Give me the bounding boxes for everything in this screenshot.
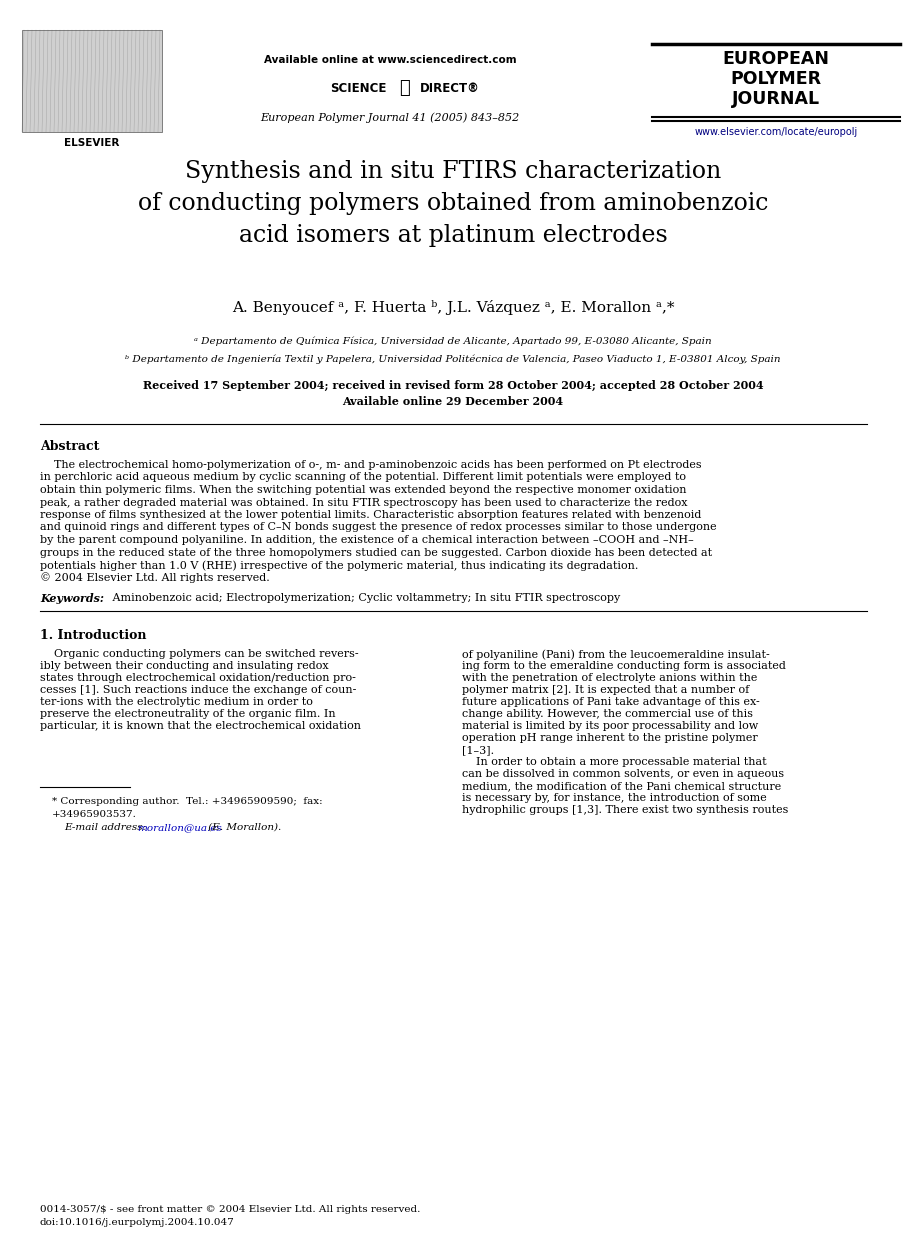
Text: POLYMER: POLYMER: [730, 71, 822, 88]
Text: ⓓ: ⓓ: [400, 79, 410, 97]
Text: ing form to the emeraldine conducting form is associated: ing form to the emeraldine conducting fo…: [462, 661, 785, 671]
Text: potentials higher than 1.0 V (RHE) irrespective of the polymeric material, thus : potentials higher than 1.0 V (RHE) irres…: [40, 560, 639, 571]
Text: medium, the modification of the Pani chemical structure: medium, the modification of the Pani che…: [462, 781, 781, 791]
Text: SCIENCE: SCIENCE: [330, 82, 386, 95]
Text: by the parent compound polyaniline. In addition, the existence of a chemical int: by the parent compound polyaniline. In a…: [40, 535, 694, 545]
Text: of polyaniline (Pani) from the leucoemeraldine insulat-: of polyaniline (Pani) from the leucoemer…: [462, 649, 770, 660]
Text: with the penetration of electrolyte anions within the: with the penetration of electrolyte anio…: [462, 673, 757, 683]
Text: can be dissolved in common solvents, or even in aqueous: can be dissolved in common solvents, or …: [462, 769, 785, 779]
Text: groups in the reduced state of the three homopolymers studied can be suggested. : groups in the reduced state of the three…: [40, 547, 712, 557]
Text: particular, it is known that the electrochemical oxidation: particular, it is known that the electro…: [40, 721, 361, 730]
Text: 1. Introduction: 1. Introduction: [40, 629, 147, 643]
Text: www.elsevier.com/locate/europolj: www.elsevier.com/locate/europolj: [695, 128, 858, 137]
Text: * Corresponding author.  Tel.: +34965909590;  fax:: * Corresponding author. Tel.: +349659095…: [52, 797, 323, 806]
Text: ᵇ Departamento de Ingeniería Textil y Papelera, Universidad Politécnica de Valen: ᵇ Departamento de Ingeniería Textil y Pa…: [125, 354, 781, 364]
Text: The electrochemical homo-polymerization of o-, m- and p-aminobenzoic acids has b: The electrochemical homo-polymerization …: [40, 461, 702, 470]
Text: [1–3].: [1–3].: [462, 745, 494, 755]
Text: morallon@ua.es: morallon@ua.es: [137, 823, 221, 832]
Text: In order to obtain a more processable material that: In order to obtain a more processable ma…: [462, 756, 766, 768]
Text: ter-ions with the electrolytic medium in order to: ter-ions with the electrolytic medium in…: [40, 697, 313, 707]
Text: obtain thin polymeric films. When the switching potential was extended beyond th: obtain thin polymeric films. When the sw…: [40, 485, 687, 495]
Text: cesses [1]. Such reactions induce the exchange of coun-: cesses [1]. Such reactions induce the ex…: [40, 685, 356, 695]
Text: is necessary by, for instance, the introduction of some: is necessary by, for instance, the intro…: [462, 794, 766, 803]
Text: ibly between their conducting and insulating redox: ibly between their conducting and insula…: [40, 661, 328, 671]
Text: response of films synthesized at the lower potential limits. Characteristic abso: response of films synthesized at the low…: [40, 510, 701, 520]
Text: polymer matrix [2]. It is expected that a number of: polymer matrix [2]. It is expected that …: [462, 685, 749, 695]
Text: European Polymer Journal 41 (2005) 843–852: European Polymer Journal 41 (2005) 843–8…: [260, 111, 520, 123]
Text: Received 17 September 2004; received in revised form 28 October 2004; accepted 2: Received 17 September 2004; received in …: [142, 380, 764, 391]
Text: Available online 29 December 2004: Available online 29 December 2004: [343, 396, 563, 407]
Text: © 2004 Elsevier Ltd. All rights reserved.: © 2004 Elsevier Ltd. All rights reserved…: [40, 572, 269, 583]
Text: Synthesis and in situ FTIRS characterization
of conducting polymers obtained fro: Synthesis and in situ FTIRS characteriza…: [138, 160, 768, 248]
Bar: [22, 30, 162, 132]
Text: +34965903537.: +34965903537.: [52, 810, 137, 820]
Text: in perchloric acid aqueous medium by cyclic scanning of the potential. Different: in perchloric acid aqueous medium by cyc…: [40, 473, 686, 483]
Text: (E. Morallon).: (E. Morallon).: [205, 823, 281, 832]
Text: Aminobenzoic acid; Electropolymerization; Cyclic voltammetry; In situ FTIR spect: Aminobenzoic acid; Electropolymerization…: [109, 593, 620, 603]
Text: change ability. However, the commercial use of this: change ability. However, the commercial …: [462, 709, 753, 719]
Text: JOURNAL: JOURNAL: [732, 90, 820, 108]
Text: and quinoid rings and different types of C–N bonds suggest the presence of redox: and quinoid rings and different types of…: [40, 522, 717, 532]
Text: future applications of Pani take advantage of this ex-: future applications of Pani take advanta…: [462, 697, 760, 707]
Text: material is limited by its poor processability and low: material is limited by its poor processa…: [462, 721, 758, 730]
Text: states through electrochemical oxidation/reduction pro-: states through electrochemical oxidation…: [40, 673, 356, 683]
Text: Organic conducting polymers can be switched revers-: Organic conducting polymers can be switc…: [40, 649, 358, 659]
Text: E-mail address:: E-mail address:: [64, 823, 150, 832]
Text: Abstract: Abstract: [40, 439, 100, 453]
Text: Available online at www.sciencedirect.com: Available online at www.sciencedirect.co…: [264, 54, 516, 66]
Text: DIRECT®: DIRECT®: [420, 82, 480, 95]
Text: hydrophilic groups [1,3]. There exist two synthesis routes: hydrophilic groups [1,3]. There exist tw…: [462, 805, 788, 815]
Text: doi:10.1016/j.eurpolymj.2004.10.047: doi:10.1016/j.eurpolymj.2004.10.047: [40, 1218, 235, 1227]
Text: ᵃ Departamento de Química Física, Universidad de Alicante, Apartado 99, E-03080 : ᵃ Departamento de Química Física, Univer…: [194, 335, 712, 345]
Text: 0014-3057/$ - see front matter © 2004 Elsevier Ltd. All rights reserved.: 0014-3057/$ - see front matter © 2004 El…: [40, 1205, 420, 1214]
Text: ELSEVIER: ELSEVIER: [64, 137, 120, 149]
Text: peak, a rather degraded material was obtained. In situ FTIR spectroscopy has bee: peak, a rather degraded material was obt…: [40, 498, 688, 508]
Text: A. Benyoucef ᵃ, F. Huerta ᵇ, J.L. Vázquez ᵃ, E. Morallon ᵃ,*: A. Benyoucef ᵃ, F. Huerta ᵇ, J.L. Vázque…: [232, 300, 674, 314]
Text: operation pH range inherent to the pristine polymer: operation pH range inherent to the prist…: [462, 733, 757, 743]
Text: Keywords:: Keywords:: [40, 593, 104, 604]
Text: EUROPEAN: EUROPEAN: [723, 50, 830, 68]
Text: preserve the electroneutrality of the organic film. In: preserve the electroneutrality of the or…: [40, 709, 336, 719]
